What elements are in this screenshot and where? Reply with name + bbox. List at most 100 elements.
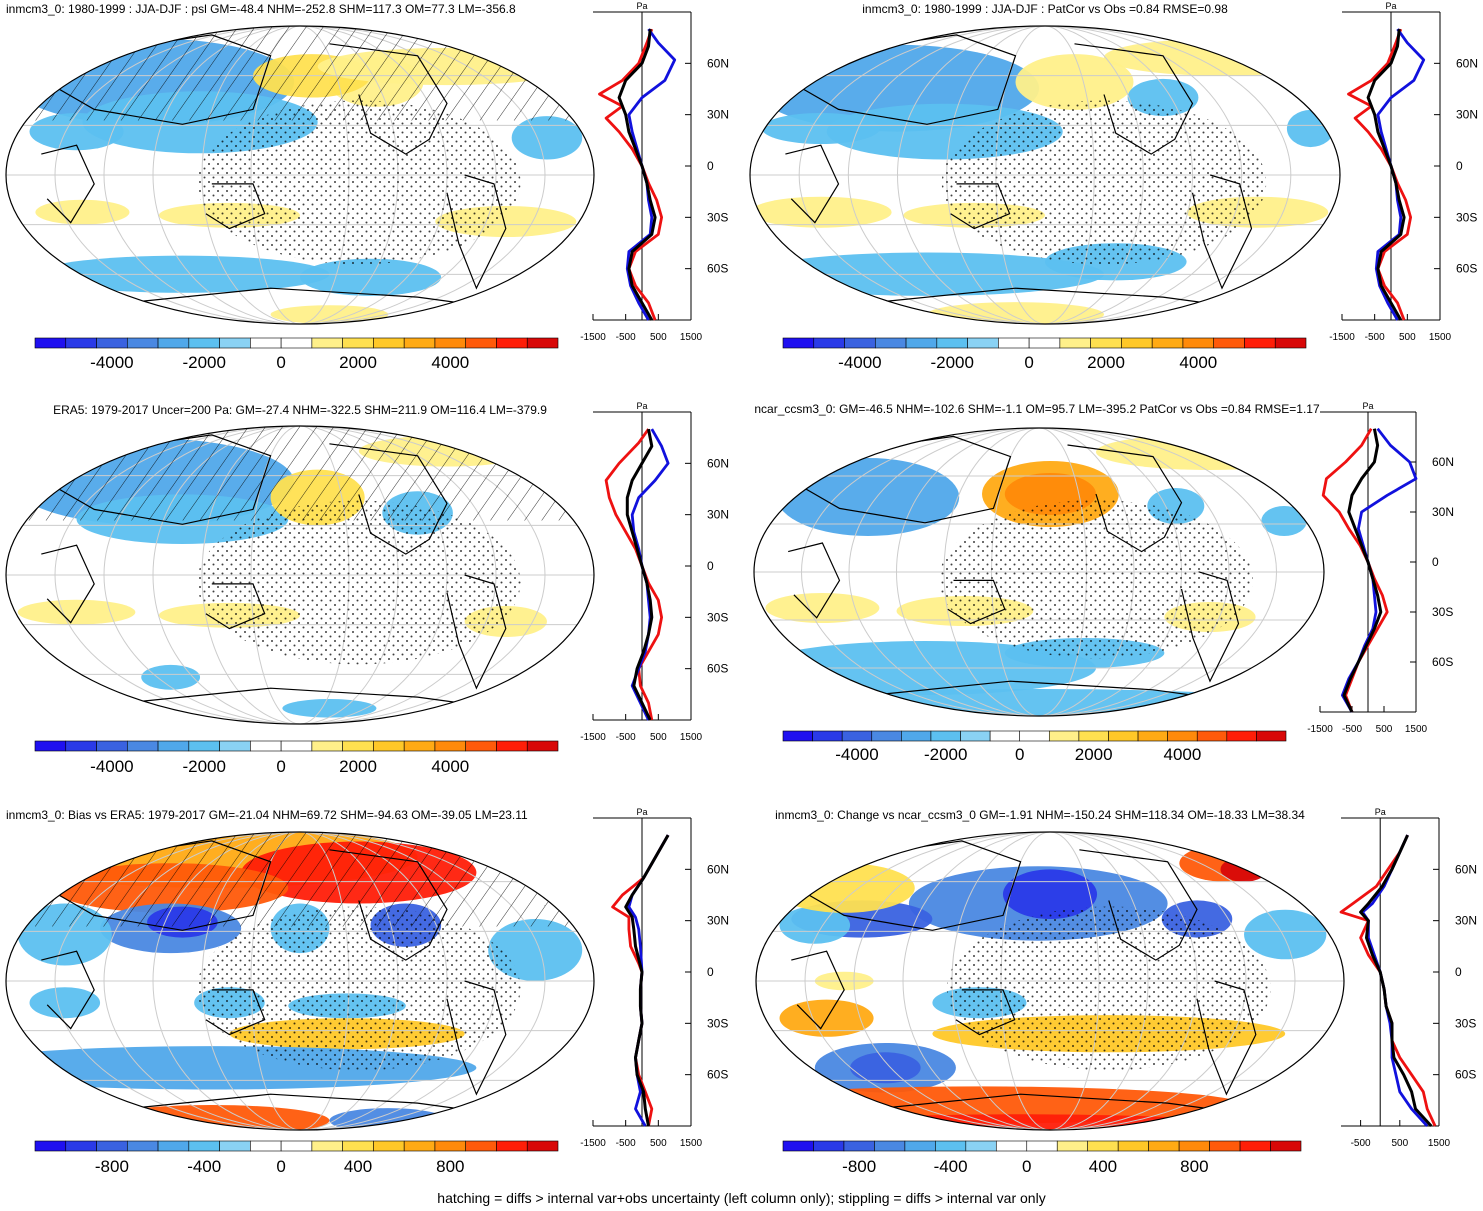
anomaly-region [761,113,880,144]
anomaly-region [35,199,130,225]
colorbar-swatch [434,740,467,752]
profile-lat-label: 30S [1432,605,1453,619]
colorbar-swatch [1048,730,1080,742]
colorbar-swatch [813,1140,845,1152]
coastline [41,950,95,1030]
coastline [446,174,507,290]
stippling [197,100,521,265]
profile-units: Pa [1385,1,1396,11]
profile-x-label: -500 [1365,332,1385,343]
profile-lat-label: 0 [707,559,714,573]
panel-title: inmcm3_0: Bias vs ERA5: 1979-2017 GM=-21… [6,808,528,822]
coastline [950,183,1011,230]
profile-x-label: -1500 [580,1138,606,1149]
coastline [788,542,841,619]
colorbar-tick-label: 2000 [1075,745,1113,764]
profile-line-blue [627,834,670,1127]
colorbar-swatch [843,1140,875,1152]
profile-x-label: 1500 [680,732,703,743]
profile-lat-label: 30N [1455,914,1477,928]
stippling [197,500,521,665]
profile-x-label: -500 [616,732,636,743]
profile-lat-label: 30S [707,1016,728,1030]
colorbar-swatch [96,1140,128,1152]
colorbar-swatch [813,337,845,349]
colorbar-swatch [126,1140,159,1152]
colorbar-swatch [1026,1140,1058,1152]
panel-title: inmcm3_0: 1980-1999 : JJA-DJF : psl GM=-… [6,2,516,16]
colorbar-tick-label: -800 [842,1157,876,1176]
colorbar-swatch [496,740,528,752]
colorbar-swatch [434,1140,467,1152]
colorbar-swatch [250,337,282,349]
colorbar-tick-label: 4000 [431,757,469,776]
coastline [1191,174,1253,290]
colorbar-swatch [311,337,343,349]
coastline [41,144,95,224]
colorbar-swatch [126,740,159,752]
profile-lat-label: 30N [707,508,729,522]
profile-lat-label: 0 [707,965,714,979]
colorbar-swatch [1090,337,1122,349]
profile-lat-label: 60S [1456,262,1477,276]
profile-units: Pa [636,401,647,411]
panel-p6: inmcm3_0: Change vs ncar_ccsm3_0 GM=-1.9… [755,807,1477,1176]
map-border [753,427,1325,717]
zonal-profile: Pa 60N 30N 0 30S 60S -1500 -500 500 1500 [580,807,729,1149]
colorbar-tick-label: -2000 [182,757,225,776]
colorbar-swatch [812,730,843,742]
coastline [1067,444,1183,553]
graticule-meridian [804,832,1296,1130]
colorbar-swatch [434,337,467,349]
hatching [6,832,594,927]
profile-x-label: -1500 [1307,724,1333,735]
profile-x-label: -1500 [580,732,606,743]
colorbar-swatch [157,337,190,349]
colorbar-swatch [465,1140,497,1152]
colorbar-swatch [219,1140,251,1152]
colorbar-swatch [342,337,374,349]
profile-lat-label: 60S [707,262,728,276]
profile-x-label: 1500 [680,1138,703,1149]
coastline [205,989,266,1036]
colorbar-swatch [465,337,497,349]
colorbar-swatch [841,730,873,742]
coastline [41,544,95,624]
colorbar-swatch [1209,1140,1241,1152]
profile-x-label: -500 [1342,724,1362,735]
profile-x-label: 1500 [1428,1138,1451,1149]
profile-lat-label: 60S [1455,1068,1476,1082]
colorbar-swatch [526,1140,559,1152]
profile-x-label: 1500 [1429,332,1452,343]
colorbar-swatch [188,337,220,349]
colorbar-swatch [930,730,961,742]
colorbar-swatch [905,337,938,349]
zonal-profile: Pa 60N 30N 0 30S 60S -500 500 1500 [1339,807,1477,1149]
colorbar-swatch [496,337,528,349]
profile-lat-label: 30S [1455,1016,1476,1030]
profile-x-label: 500 [1399,332,1416,343]
profile-x-label: -1500 [580,332,606,343]
graticule-meridian [54,832,546,1130]
colorbar-tick-label: -800 [95,1157,129,1176]
colorbar-tick-label: -4000 [838,353,881,372]
colorbar-swatch [960,730,991,742]
coastline [446,980,507,1096]
colorbar-swatch [403,1140,436,1152]
coastline [1074,43,1194,155]
panel-title: ncar_ccsm3_0: GM=-46.5 NHM=-102.6 SHM=-1… [754,402,1320,416]
colorbar-swatch [526,740,559,752]
profile-lat-label: 30N [1432,505,1454,519]
stippling [947,906,1271,1071]
stippling [197,906,521,1071]
profile-lat-label: 0 [707,159,714,173]
map-border [749,25,1341,325]
profile-x-label: -500 [616,332,636,343]
colorbar-swatch [1019,730,1050,742]
colorbar-swatch [188,740,220,752]
profile-x-label: 500 [1391,1138,1408,1149]
coastline [802,840,1022,931]
graticule-meridian [54,26,546,324]
coastline [1079,849,1198,961]
colorbar-swatch [1182,337,1215,349]
